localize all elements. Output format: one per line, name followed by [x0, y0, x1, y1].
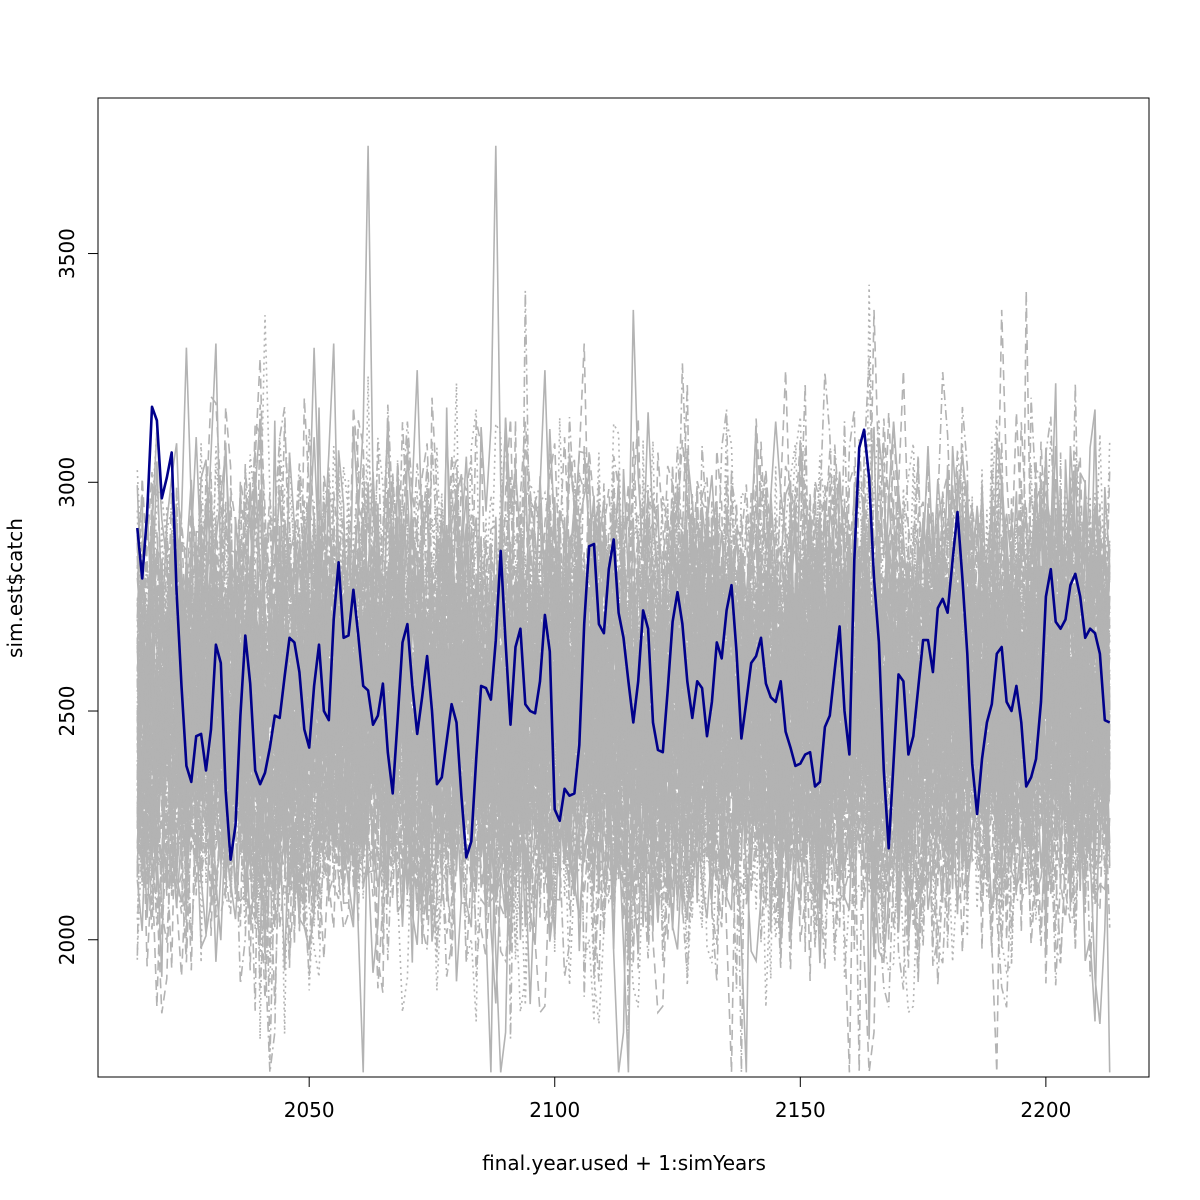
background-series-line: [136, 420, 1111, 1006]
y-axis-title: sim.est$catch: [3, 518, 27, 658]
y-tick-label: 3000: [55, 457, 79, 508]
background-series-line: [136, 290, 1111, 990]
x-axis-title: final.year.used + 1:simYears: [482, 1151, 766, 1175]
x-tick-label: 2200: [1020, 1098, 1071, 1122]
background-series-line: [136, 441, 1111, 1022]
y-tick-label: 2000: [55, 914, 79, 965]
highlight-series-line: [136, 405, 1111, 862]
background-series-line: [136, 438, 1111, 943]
x-tick-label: 2100: [529, 1098, 580, 1122]
y-axis: 2000 2500 3000 3500: [55, 228, 99, 965]
background-series-line: [136, 370, 1111, 1015]
background-series-line: [136, 416, 1111, 1039]
background-series-line: [136, 482, 1111, 948]
highlight-series-group: [136, 405, 1111, 862]
background-series-line: [136, 480, 1111, 968]
background-series-line: [136, 480, 1111, 968]
background-series-line: [136, 383, 1111, 964]
background-series-line: [136, 462, 1111, 1073]
x-tick-label: 2150: [775, 1098, 826, 1122]
background-series-line: [136, 422, 1111, 1039]
y-tick-label: 3500: [55, 228, 79, 279]
x-axis: 2050 2100 2150 2200: [284, 1076, 1071, 1122]
x-tick-label: 2050: [284, 1098, 335, 1122]
background-series-line: [136, 480, 1111, 1073]
background-series-line: [136, 417, 1111, 903]
y-tick-label: 2500: [55, 686, 79, 737]
